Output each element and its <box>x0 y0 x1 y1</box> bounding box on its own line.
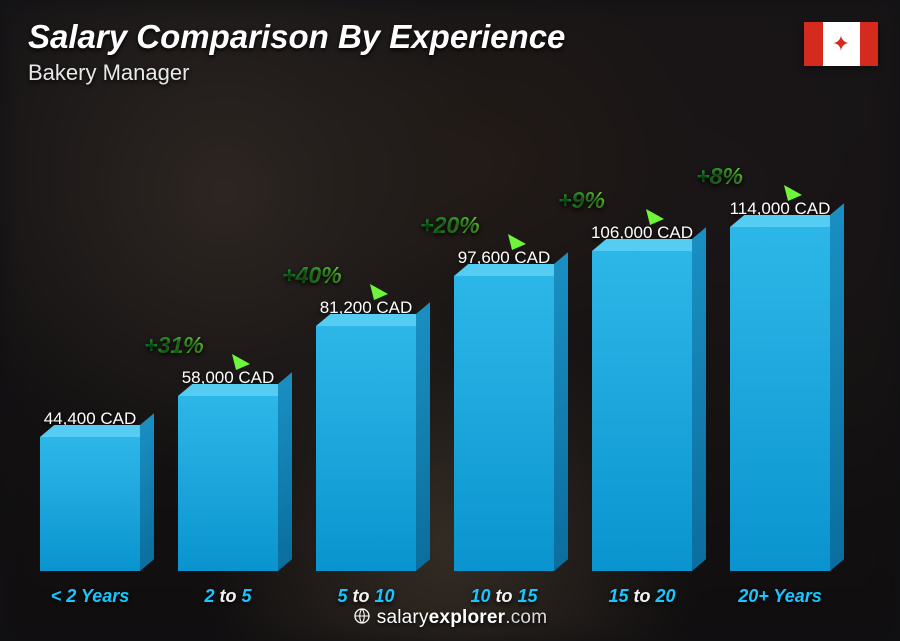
chart-title: Salary Comparison By Experience <box>28 18 565 56</box>
pct-increase-label: +8% <box>696 163 743 190</box>
footer-attribution: salaryexplorer.com <box>0 607 900 631</box>
bar <box>454 276 554 571</box>
pct-increase-label: +31% <box>144 332 203 359</box>
x-axis-label: < 2 Years <box>51 586 130 607</box>
bar <box>178 396 278 571</box>
pct-increase-label: +9% <box>558 187 605 214</box>
bar <box>730 227 830 571</box>
bar <box>40 437 140 571</box>
bar-column: 106,000 CAD15 to 20 <box>582 100 702 571</box>
bar-column: 97,600 CAD10 to 15 <box>444 100 564 571</box>
chart-subtitle: Bakery Manager <box>28 60 189 86</box>
bar-column: 44,400 CAD< 2 Years <box>30 100 150 571</box>
canada-flag-icon: ✦ <box>804 22 878 66</box>
bar-column: 81,200 CAD5 to 10 <box>306 100 426 571</box>
bar <box>592 251 692 571</box>
x-axis-label: 15 to 20 <box>608 586 675 607</box>
footer-domain: salaryexplorer <box>377 607 505 628</box>
logo-icon <box>353 607 371 631</box>
bar <box>316 326 416 571</box>
bar-chart: 44,400 CAD< 2 Years58,000 CAD2 to 581,20… <box>20 100 850 571</box>
pct-increase-label: +20% <box>420 212 479 239</box>
x-axis-label: 20+ Years <box>738 586 822 607</box>
x-axis-label: 5 to 10 <box>337 586 394 607</box>
x-axis-label: 2 to 5 <box>204 586 251 607</box>
x-axis-label: 10 to 15 <box>470 586 537 607</box>
pct-increase-label: +40% <box>282 262 341 289</box>
footer-tld: .com <box>505 607 547 628</box>
